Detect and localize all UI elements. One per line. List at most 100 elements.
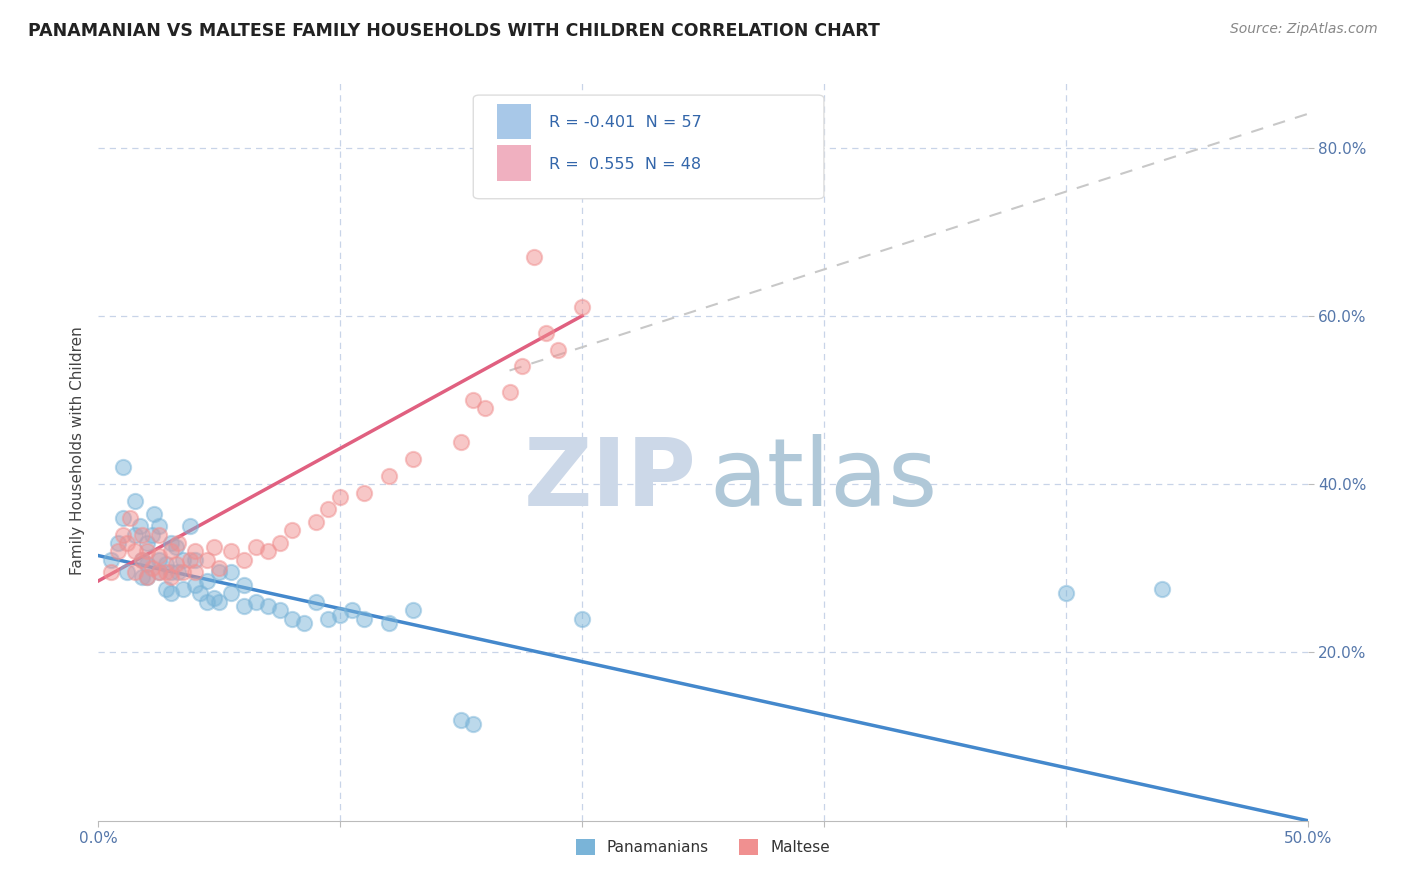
FancyBboxPatch shape — [474, 95, 824, 199]
Point — [245, 540, 267, 554]
Point — [1054, 586, 1077, 600]
Point — [141, 527, 163, 541]
Point — [100, 553, 122, 567]
Point — [155, 566, 177, 580]
Point — [124, 566, 146, 580]
Point — [179, 519, 201, 533]
Point — [523, 250, 546, 264]
Point — [305, 515, 328, 529]
Point — [208, 561, 231, 575]
Point — [402, 451, 425, 466]
Point — [118, 510, 141, 524]
Point — [124, 494, 146, 508]
Point — [100, 566, 122, 580]
Point — [107, 544, 129, 558]
Point — [155, 557, 177, 571]
Point — [571, 612, 593, 626]
Point — [195, 574, 218, 588]
Point — [450, 435, 472, 450]
Point — [165, 540, 187, 554]
Point — [474, 401, 496, 416]
Point — [221, 586, 243, 600]
Text: atlas: atlas — [709, 434, 938, 526]
Y-axis label: Family Households with Children: Family Households with Children — [69, 326, 84, 574]
Point — [195, 595, 218, 609]
Point — [221, 544, 243, 558]
Point — [571, 301, 593, 315]
Point — [450, 713, 472, 727]
Point — [208, 595, 231, 609]
Point — [463, 717, 485, 731]
Point — [316, 502, 339, 516]
FancyBboxPatch shape — [498, 145, 531, 180]
Point — [107, 536, 129, 550]
Point — [167, 566, 190, 580]
Point — [232, 553, 254, 567]
Point — [148, 553, 170, 567]
Point — [269, 603, 291, 617]
Point — [111, 510, 134, 524]
Point — [117, 566, 139, 580]
Point — [148, 566, 170, 580]
Point — [281, 524, 304, 538]
Point — [305, 595, 328, 609]
Point — [148, 549, 170, 563]
Point — [329, 607, 352, 622]
Point — [188, 586, 211, 600]
Point — [131, 553, 153, 567]
Point — [111, 527, 134, 541]
Point — [269, 536, 291, 550]
Point — [208, 566, 231, 580]
Point — [463, 392, 485, 407]
Point — [160, 544, 183, 558]
Point — [111, 460, 134, 475]
Point — [184, 544, 207, 558]
Point — [143, 507, 166, 521]
Point — [135, 569, 157, 583]
Point — [256, 544, 278, 558]
Point — [221, 566, 243, 580]
Point — [204, 591, 226, 605]
Point — [165, 557, 187, 571]
Point — [135, 569, 157, 583]
FancyBboxPatch shape — [498, 103, 531, 139]
Point — [204, 540, 226, 554]
Point — [353, 612, 375, 626]
Point — [245, 595, 267, 609]
Point — [353, 485, 375, 500]
Text: R = -0.401  N = 57: R = -0.401 N = 57 — [550, 115, 702, 130]
Point — [148, 527, 170, 541]
Point — [148, 519, 170, 533]
Point — [172, 566, 194, 580]
Point — [292, 615, 315, 630]
Point — [184, 578, 207, 592]
Point — [135, 544, 157, 558]
Point — [342, 603, 364, 617]
Point — [510, 359, 533, 374]
Point — [131, 527, 153, 541]
Point — [167, 536, 190, 550]
Point — [160, 536, 183, 550]
Point — [160, 586, 183, 600]
Point — [172, 553, 194, 567]
Point — [184, 566, 207, 580]
Text: Source: ZipAtlas.com: Source: ZipAtlas.com — [1230, 22, 1378, 37]
Point — [316, 612, 339, 626]
Point — [131, 553, 153, 567]
Point — [377, 468, 399, 483]
Point — [131, 569, 153, 583]
Point — [232, 599, 254, 613]
Point — [498, 384, 520, 399]
Point — [232, 578, 254, 592]
Point — [160, 566, 183, 580]
Point — [124, 544, 146, 558]
Point — [547, 343, 569, 357]
Point — [135, 536, 157, 550]
Point — [195, 553, 218, 567]
Point — [141, 561, 163, 575]
Point — [155, 582, 177, 597]
Text: ZIP: ZIP — [524, 434, 697, 526]
Point — [117, 536, 139, 550]
Point — [172, 582, 194, 597]
Text: R =  0.555  N = 48: R = 0.555 N = 48 — [550, 157, 702, 172]
